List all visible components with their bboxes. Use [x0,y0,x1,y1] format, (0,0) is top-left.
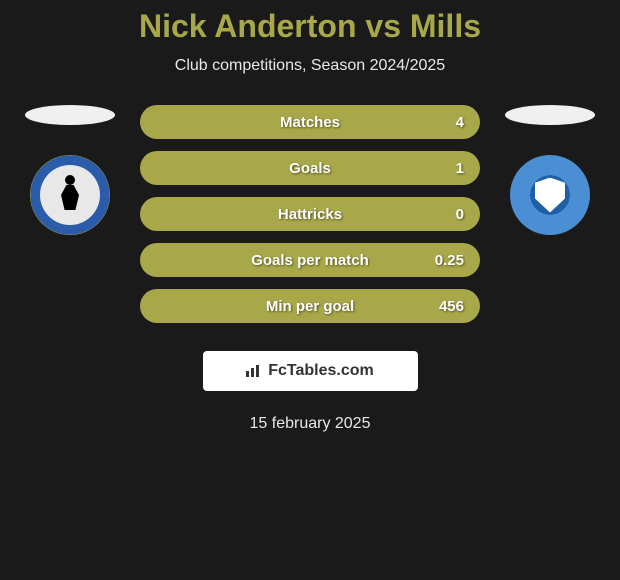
stat-value: 0 [456,206,464,223]
page-title: Nick Anderton vs Mills [0,8,620,45]
club-logo-left [30,155,110,235]
subtitle: Club competitions, Season 2024/2025 [0,57,620,75]
stat-bar: Hattricks 0 [140,197,480,231]
stat-bars: Matches 4 Goals 1 Hattricks 0 Goals per match 0… [140,105,480,323]
player1-name: Nick Anderton [139,8,357,44]
stat-bar: Min per goal 456 [140,289,480,323]
infographic-container: Nick Anderton vs Mills Club competitions… [0,0,620,433]
stat-value: 1 [456,160,464,177]
stat-label: Goals [289,160,331,177]
stat-value: 4 [456,114,464,131]
left-column [20,105,120,235]
stat-label: Hattricks [278,206,342,223]
chart-bars-icon [246,365,262,377]
pirate-silhouette-icon [55,175,85,215]
stat-value: 0.25 [435,252,464,269]
shield-icon [535,178,565,213]
stat-bar: Matches 4 [140,105,480,139]
brand-text: FcTables.com [268,362,374,380]
player2-name: Mills [410,8,481,44]
player1-ellipse [25,105,115,125]
stat-label: Goals per match [251,252,369,269]
club-logo-right [510,155,590,235]
club-logo-left-inner [40,165,100,225]
stat-bar: Goals per match 0.25 [140,243,480,277]
stat-label: Matches [280,114,340,131]
stat-bar: Goals 1 [140,151,480,185]
right-column [500,105,600,235]
brand-badge: FcTables.com [203,351,418,391]
stat-label: Min per goal [266,298,354,315]
comparison-row: Matches 4 Goals 1 Hattricks 0 Goals per match 0… [0,105,620,323]
player2-ellipse [505,105,595,125]
date-text: 15 february 2025 [0,415,620,433]
vs-text: vs [365,8,401,44]
stat-value: 456 [439,298,464,315]
club-logo-right-inner [525,170,575,220]
